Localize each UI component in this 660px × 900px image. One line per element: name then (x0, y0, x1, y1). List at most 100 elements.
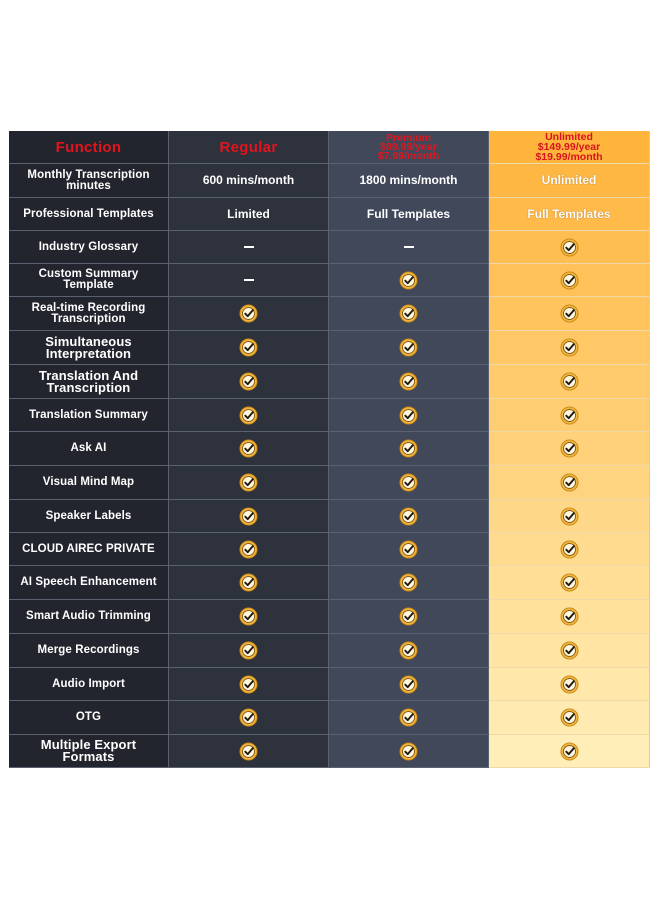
checkmark-circle-icon (559, 405, 579, 425)
unlimited-plan-cell (489, 566, 650, 600)
feature-label: Real-time Recording Transcription (9, 297, 169, 331)
regular-value-text: 600 mins/month (202, 173, 295, 187)
regular-plan-cell (169, 365, 329, 399)
unlimited-plan-cell (489, 735, 650, 768)
feature-label: Professional Templates (9, 198, 169, 231)
checkmark-circle-icon (559, 304, 579, 323)
checkmark-circle-icon (399, 539, 418, 559)
feature-label: Merge Recordings (9, 634, 169, 668)
regular-plan-cell (169, 231, 329, 264)
unlimited-monthly-price: $19.99/month (535, 151, 603, 163)
premium-plan-cell (329, 297, 489, 331)
feature-label: Industry Glossary (9, 231, 169, 264)
checkmark-circle-icon (239, 741, 258, 761)
checkmark-circle-icon (559, 439, 579, 458)
feature-label: OTG (9, 701, 169, 735)
checkmark-circle-icon (559, 506, 579, 526)
regular-plan-cell: Limited (169, 198, 329, 231)
checkmark-circle-icon (239, 372, 258, 391)
checkmark-circle-icon (399, 439, 418, 458)
unlimited-plan-cell (489, 668, 650, 701)
unlimited-plan-cell: Full Templates (489, 198, 650, 231)
premium-plan-cell (329, 566, 489, 600)
regular-plan-cell (169, 331, 329, 365)
checkmark-circle-icon (239, 674, 258, 694)
feature-label: Translation Summary (9, 399, 169, 432)
header-unlimited: Unlimited $149.99/year $19.99/month (489, 131, 650, 164)
checkmark-circle-icon (239, 304, 258, 323)
checkmark-circle-icon (239, 405, 258, 425)
checkmark-circle-icon (399, 405, 418, 425)
checkmark-circle-icon (559, 338, 579, 357)
regular-plan-cell (169, 600, 329, 634)
checkmark-circle-icon (559, 539, 579, 559)
checkmark-circle-icon (239, 641, 258, 660)
checkmark-circle-icon (399, 573, 418, 592)
header-function: Function (9, 131, 169, 164)
feature-label: Audio Import (9, 668, 169, 701)
checkmark-circle-icon (399, 674, 418, 694)
checkmark-circle-icon (559, 372, 579, 391)
checkmark-circle-icon (399, 304, 418, 323)
unlimited-plan-cell (489, 297, 650, 331)
premium-plan-cell: Full Templates (329, 198, 489, 231)
dash-icon (243, 246, 254, 248)
feature-label: Speaker Labels (9, 500, 169, 533)
unlimited-plan-cell (489, 231, 650, 264)
regular-plan-cell (169, 264, 329, 297)
unlimited-value-text: Full Templates (527, 206, 611, 221)
premium-plan-cell (329, 634, 489, 668)
checkmark-circle-icon (399, 506, 418, 526)
unlimited-plan-cell (489, 634, 650, 668)
checkmark-circle-icon (559, 607, 579, 626)
premium-yearly-price: $89.99/year (380, 140, 437, 153)
premium-plan-cell (329, 600, 489, 634)
unlimited-yearly-price: $149.99/year (537, 141, 601, 153)
unlimited-plan-cell (489, 701, 650, 735)
premium-plan-cell (329, 735, 489, 768)
dash-icon (243, 279, 254, 281)
checkmark-circle-icon (559, 641, 579, 660)
checkmark-circle-icon (239, 439, 258, 458)
checkmark-circle-icon (399, 741, 418, 761)
regular-plan-cell (169, 500, 329, 533)
feature-label: Custom Summary Template (9, 264, 169, 297)
regular-plan-cell (169, 735, 329, 768)
regular-plan-cell (169, 668, 329, 701)
checkmark-circle-icon (559, 708, 579, 727)
checkmark-circle-icon (399, 473, 418, 492)
premium-plan-cell (329, 231, 489, 264)
header-premium: Premium $89.99/year $7.99/month (329, 131, 489, 164)
regular-plan-cell (169, 566, 329, 600)
premium-plan-cell: 1800 mins/month (329, 164, 489, 198)
checkmark-circle-icon (399, 607, 418, 626)
premium-plan-cell (329, 701, 489, 735)
regular-plan-cell (169, 533, 329, 566)
premium-plan-cell (329, 668, 489, 701)
unlimited-plan-cell (489, 432, 650, 466)
premium-value-text: Full Templates (366, 206, 451, 221)
premium-plan-cell (329, 466, 489, 500)
premium-plan-cell (329, 365, 489, 399)
checkmark-circle-icon (559, 270, 579, 290)
checkmark-circle-icon (399, 338, 418, 357)
unlimited-plan-cell (489, 399, 650, 432)
premium-value-text: 1800 mins/month (359, 173, 458, 187)
feature-label: Translation And Transcription (9, 365, 169, 399)
unlimited-value-text: Unlimited (541, 173, 597, 187)
premium-plan-cell (329, 264, 489, 297)
checkmark-circle-icon (239, 573, 258, 592)
unlimited-plan-cell (489, 600, 650, 634)
feature-label: Visual Mind Map (9, 466, 169, 500)
checkmark-circle-icon (559, 473, 579, 492)
unlimited-plan-cell (489, 365, 650, 399)
pricing-comparison-table: Function Regular Premium $89.99/year $7.… (9, 131, 650, 768)
checkmark-circle-icon (239, 607, 258, 626)
checkmark-circle-icon (239, 506, 258, 526)
checkmark-circle-icon (399, 270, 418, 290)
feature-label: Simultaneous Interpretation (9, 331, 169, 365)
premium-plan-cell (329, 533, 489, 566)
regular-plan-cell (169, 634, 329, 668)
checkmark-circle-icon (239, 473, 258, 492)
regular-plan-cell (169, 466, 329, 500)
